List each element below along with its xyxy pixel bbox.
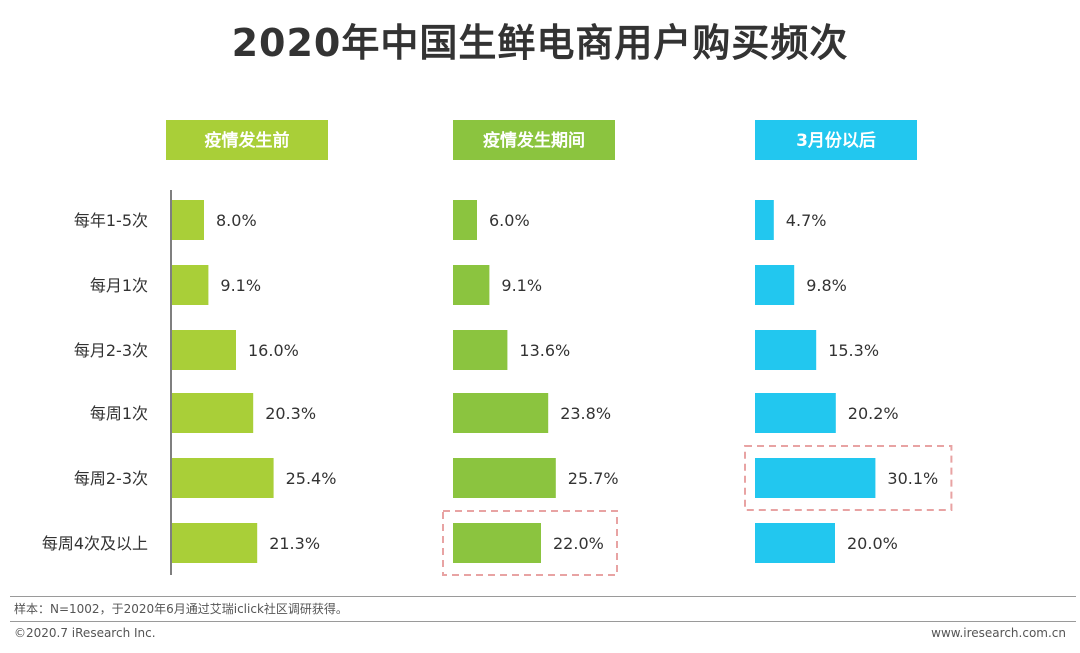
chart-title: 2020年中国生鲜电商用户购买频次 <box>231 21 849 65</box>
value-label-s1-r4: 25.7% <box>568 469 619 488</box>
bar-s0-r0 <box>172 200 204 240</box>
footnote-text: 样本：N=1002，于2020年6月通过艾瑞iclick社区调研获得。 <box>14 602 348 616</box>
bar-s1-r3 <box>453 393 549 433</box>
category-label-5: 每周4次及以上 <box>42 534 148 553</box>
value-label-s2-r2: 15.3% <box>828 341 879 360</box>
bar-s0-r4 <box>172 458 274 498</box>
bar-s2-r4 <box>755 458 876 498</box>
bar-s2-r3 <box>755 393 836 433</box>
bar-chart: 疫情发生前 疫情发生期间 3月份以后每年1-5次每月1次每月2-3次每周1次每周2-… <box>42 120 953 576</box>
category-label-2: 每月2-3次 <box>74 341 148 360</box>
series-header-label-1: 疫情发生期间 <box>483 130 585 151</box>
value-label-s2-r3: 20.2% <box>848 404 899 423</box>
bar-s0-r3 <box>172 393 254 433</box>
bar-s0-r5 <box>172 523 258 563</box>
value-label-s0-r5: 21.3% <box>269 534 320 553</box>
series-header-1 <box>453 120 615 160</box>
value-label-s2-r4: 30.1% <box>887 469 938 488</box>
value-label-s2-r5: 20.0% <box>847 534 898 553</box>
value-label-s0-r1: 9.1% <box>220 276 261 295</box>
bar-s1-r5 <box>453 523 541 563</box>
bar-s1-r0 <box>453 200 477 240</box>
footer-divider <box>10 621 1076 622</box>
bar-s0-r2 <box>172 330 236 370</box>
value-label-s1-r1: 9.1% <box>501 276 542 295</box>
value-label-s2-r0: 4.7% <box>786 211 827 230</box>
highlight-box-s2 <box>744 445 953 511</box>
website-text: www.iresearch.com.cn <box>931 626 1066 640</box>
value-label-s1-r3: 23.8% <box>560 404 611 423</box>
bar-s2-r1 <box>755 265 795 305</box>
category-label-0: 每年1-5次 <box>74 211 148 230</box>
value-label-s0-r2: 16.0% <box>248 341 299 360</box>
value-label-s1-r5: 22.0% <box>553 534 604 553</box>
value-label-s0-r4: 25.4% <box>286 469 337 488</box>
value-label-s0-r0: 8.0% <box>216 211 257 230</box>
footnote-divider <box>10 596 1076 597</box>
category-label-3: 每周1次 <box>90 404 148 423</box>
bar-s2-r2 <box>755 330 817 370</box>
value-label-s0-r3: 20.3% <box>265 404 316 423</box>
series-header-label-0: 疫情发生前 <box>205 130 290 151</box>
bar-s2-r5 <box>755 523 835 563</box>
series-header-0 <box>166 120 328 160</box>
bar-s1-r4 <box>453 458 556 498</box>
bar-s1-r2 <box>453 330 508 370</box>
value-label-s1-r0: 6.0% <box>489 211 530 230</box>
highlight-box-s1 <box>442 510 618 576</box>
category-label-1: 每月1次 <box>90 276 148 295</box>
bar-s1-r1 <box>453 265 490 305</box>
bar-s2-r0 <box>755 200 774 240</box>
copyright-text: ©2020.7 iResearch Inc. <box>14 626 156 640</box>
value-label-s2-r1: 9.8% <box>806 276 847 295</box>
category-label-4: 每周2-3次 <box>74 469 148 488</box>
value-label-s1-r2: 13.6% <box>519 341 570 360</box>
bar-s0-r1 <box>172 265 209 305</box>
series-header-2 <box>755 120 917 160</box>
series-header-label-2: 3月份以后 <box>796 130 876 151</box>
